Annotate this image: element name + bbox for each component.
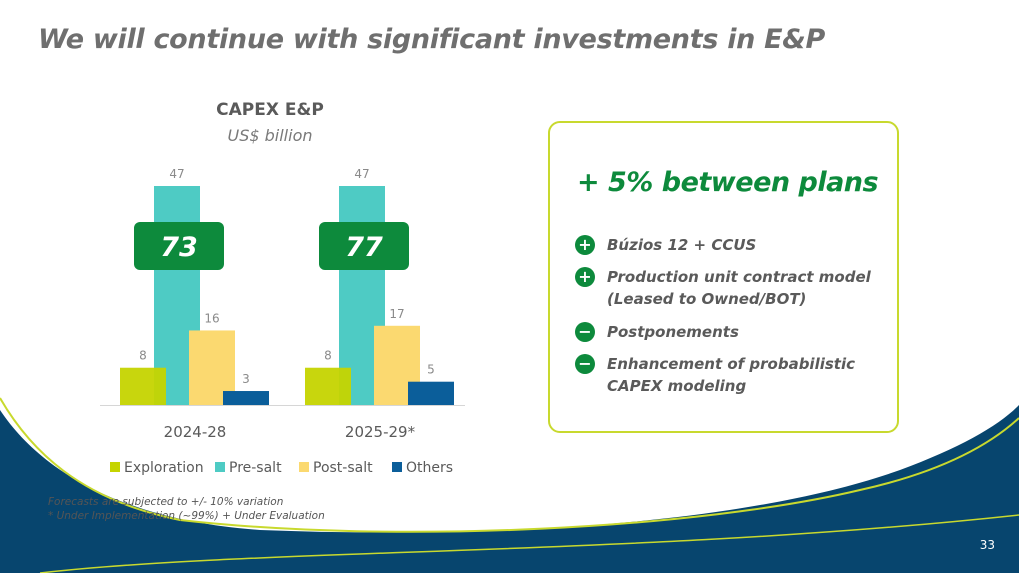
panel-item: + Búzios 12 + CCUS — [575, 234, 887, 256]
legend-swatch — [110, 462, 120, 472]
legend-swatch — [392, 462, 402, 472]
page-number: 33 — [979, 538, 995, 552]
lime-curve-line-lower — [39, 514, 1019, 573]
bar-exploration-0 — [120, 367, 166, 405]
data-label: 8 — [139, 349, 147, 363]
total-value: 73 — [160, 232, 198, 263]
chart-unit: US$ billion — [227, 126, 313, 145]
footnote-asterisk: * Under Implementation (~99%) + Under Ev… — [48, 510, 325, 522]
panel-item: − Postponements — [575, 321, 887, 343]
minus-icon: − — [575, 322, 595, 342]
panel-item: − Enhancement of probabilistic CAPEX mod… — [575, 353, 887, 397]
bar-exploration-1 — [305, 367, 351, 405]
plus-icon: + — [575, 235, 595, 255]
panel-item-text: Postponements — [607, 323, 739, 341]
data-label: 8 — [324, 349, 332, 363]
panel-item-text: Búzios 12 + CCUS — [607, 236, 757, 254]
lime-curve-line — [0, 397, 1019, 533]
panel-headline: + 5% between plans — [577, 167, 879, 198]
total-badge — [134, 222, 224, 270]
footnote-forecast: Forecasts are subjected to +/- 10% varia… — [48, 496, 284, 508]
data-label: 16 — [204, 311, 219, 325]
panel-item-text: Production unit contract model (Leased t… — [607, 268, 871, 308]
capex-chart: 47 8 16 3 2024-28 73 47 8 17 5 2025-29* 77 Explorati… — [100, 167, 465, 476]
legend-swatch — [299, 462, 309, 472]
data-label: 5 — [427, 363, 435, 377]
total-badge — [319, 222, 409, 270]
legend-swatch — [215, 462, 225, 472]
panel-item-text: Enhancement of probabilistic CAPEX model… — [607, 355, 855, 395]
slide-title: We will continue with significant invest… — [38, 24, 826, 55]
category-label: 2025-29* — [345, 423, 416, 441]
bar-others-1 — [408, 381, 454, 405]
chart-title: CAPEX E&P — [216, 100, 324, 120]
plus-icon: + — [575, 267, 595, 287]
minus-icon: − — [575, 354, 595, 374]
legend-label: Post-salt — [313, 460, 373, 476]
total-value: 77 — [345, 232, 383, 263]
data-label: 17 — [389, 307, 404, 321]
bar-others-0 — [223, 391, 269, 405]
navy-wave-shape — [0, 405, 1019, 573]
legend-label: Pre-salt — [229, 460, 282, 476]
legend-label: Exploration — [124, 460, 204, 476]
category-label: 2024-28 — [164, 423, 227, 441]
panel-item: + Production unit contract model (Leased… — [575, 266, 887, 310]
data-label: 47 — [354, 167, 369, 181]
summary-panel: + 5% between plans + Búzios 12 + CCUS + … — [548, 121, 899, 433]
legend-label: Others — [406, 460, 453, 476]
data-label: 47 — [169, 167, 184, 181]
data-label: 3 — [242, 372, 250, 386]
